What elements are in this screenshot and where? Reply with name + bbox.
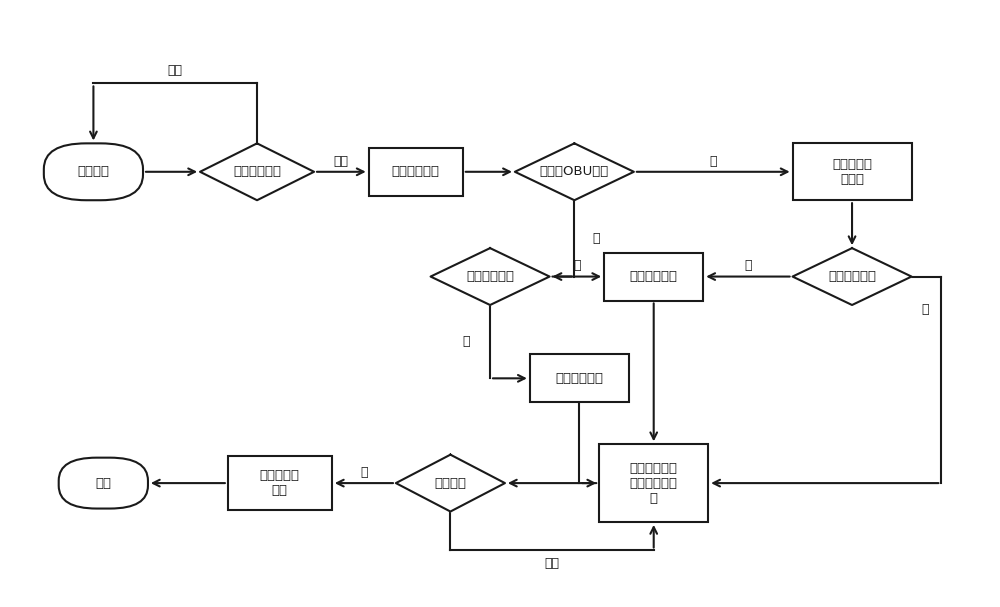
Text: 人工现金交易: 人工现金交易 [555,372,603,385]
Text: 是: 是 [921,303,929,316]
Text: 是: 是 [360,466,368,479]
Text: 是: 是 [709,155,717,168]
Text: 无车: 无车 [168,64,183,77]
Text: 否: 否 [744,259,752,273]
Polygon shape [515,143,634,200]
Bar [369,148,463,195]
Text: 进入电子交
易流程: 进入电子交 易流程 [832,158,872,186]
Bar [599,444,708,522]
Text: 车辆离开: 车辆离开 [434,476,466,490]
Text: 是: 是 [573,259,581,273]
Text: 关闭自动栏
杆机: 关闭自动栏 杆机 [260,469,300,497]
Text: 判断车辆存在: 判断车辆存在 [233,165,281,178]
FancyBboxPatch shape [59,458,148,509]
Polygon shape [396,455,505,512]
Text: 结束: 结束 [95,476,111,490]
Text: 打开自动栏杆
机上传收费流
水: 打开自动栏杆 机上传收费流 水 [630,461,678,504]
Text: 有车: 有车 [334,155,349,168]
Bar [793,143,912,200]
FancyBboxPatch shape [44,143,143,200]
Text: 否: 否 [463,335,470,348]
Bar [228,456,332,510]
Bar [530,354,629,402]
Text: 打开微波天线: 打开微波天线 [392,165,440,178]
Polygon shape [200,143,314,200]
Text: 读取到OBU信息: 读取到OBU信息 [540,165,609,178]
Text: 完成电子交易: 完成电子交易 [828,270,876,283]
Polygon shape [793,248,912,305]
Text: 车辆进入: 车辆进入 [77,165,109,178]
Text: 等待: 等待 [545,557,560,570]
Polygon shape [431,248,550,305]
Bar [604,253,703,300]
Text: 否: 否 [592,232,600,245]
Text: 人工记账交易: 人工记账交易 [630,270,678,283]
Text: 电子交易客户: 电子交易客户 [466,270,514,283]
